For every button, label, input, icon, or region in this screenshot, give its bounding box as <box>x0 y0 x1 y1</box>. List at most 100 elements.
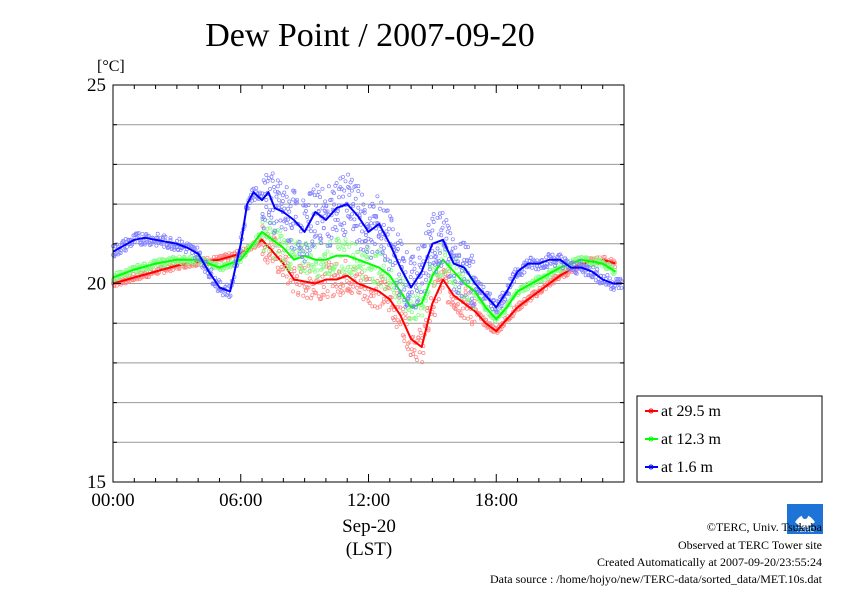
sample-point <box>420 313 425 318</box>
sample-point <box>371 204 376 209</box>
sample-point <box>613 265 618 270</box>
sample-point <box>312 229 317 234</box>
sample-point <box>187 264 192 269</box>
sample-point <box>440 210 445 215</box>
sample-point <box>398 289 403 294</box>
sample-point <box>397 293 402 298</box>
sample-point <box>303 242 308 247</box>
sample-point <box>292 188 297 193</box>
sample-point <box>160 236 165 241</box>
sample-point <box>275 228 280 233</box>
sample-point <box>440 285 445 290</box>
sample-point <box>312 193 317 198</box>
sample-point <box>393 314 398 319</box>
sample-point <box>142 261 147 266</box>
sample-point <box>554 260 559 265</box>
sample-point <box>297 240 302 244</box>
sample-point <box>381 208 386 213</box>
sample-point <box>430 216 435 221</box>
x-date-label: Sep-20 <box>342 516 396 537</box>
sample-point <box>278 218 283 223</box>
sample-point <box>415 358 419 362</box>
sample-point <box>420 281 425 286</box>
sample-point <box>615 278 620 283</box>
sample-point <box>323 254 328 258</box>
sample-point <box>351 203 356 208</box>
sample-point <box>274 219 279 224</box>
sample-point <box>302 284 307 289</box>
legend: at 29.5 m at 12.3 m at 1.6 m <box>636 395 823 483</box>
sample-point <box>461 272 465 277</box>
sample-point <box>500 290 505 295</box>
sample-point <box>371 280 376 284</box>
sample-point <box>408 275 413 279</box>
sample-point <box>427 267 432 272</box>
sample-point <box>402 299 407 304</box>
sample-point <box>381 222 386 227</box>
sample-point <box>440 259 445 264</box>
sample-point <box>309 229 313 234</box>
sample-point <box>380 276 385 281</box>
sample-point <box>459 281 464 286</box>
sample-point <box>291 197 296 202</box>
sample-point <box>370 304 375 309</box>
sample-point <box>407 290 412 295</box>
sample-point <box>389 216 394 221</box>
sample-point <box>363 230 368 235</box>
sample-point <box>418 331 423 335</box>
sample-point <box>320 260 325 265</box>
sample-point <box>254 186 259 191</box>
sample-point <box>417 350 422 355</box>
sample-point <box>524 258 529 263</box>
sample-point <box>422 289 427 294</box>
legend-label: at 12.3 m <box>661 431 722 448</box>
sample-point <box>404 250 409 255</box>
footer-observed: Observed at TERC Tower site <box>678 538 822 552</box>
sample-point <box>273 189 278 194</box>
sample-point <box>316 189 321 194</box>
sample-point <box>188 254 193 259</box>
sample-point <box>337 239 342 244</box>
sample-point <box>441 220 446 225</box>
sample-point <box>264 255 269 260</box>
sample-point <box>416 292 421 297</box>
sample-point <box>481 315 486 320</box>
sample-point <box>365 250 370 254</box>
sample-point <box>195 245 200 250</box>
sample-point <box>295 282 299 287</box>
sample-point <box>444 236 449 241</box>
sample-point <box>445 260 450 265</box>
sample-point <box>341 290 345 295</box>
sample-point <box>363 232 368 237</box>
footer-copyright: ©TERC, Univ. Tsukuba <box>707 520 823 534</box>
sample-point <box>180 261 184 266</box>
sample-point <box>146 233 151 238</box>
sample-point <box>178 246 183 250</box>
sample-point <box>341 283 345 288</box>
sample-point <box>398 238 403 243</box>
sample-point <box>463 286 468 291</box>
sample-point <box>352 217 357 222</box>
sample-point <box>272 185 276 189</box>
sample-point <box>319 236 324 241</box>
sample-point <box>495 309 500 314</box>
sample-point <box>131 272 136 277</box>
sample-point <box>168 235 173 240</box>
sample-point <box>470 253 474 258</box>
sample-point <box>292 190 297 195</box>
sample-point <box>288 278 293 283</box>
sample-point <box>459 294 464 299</box>
sample-point <box>392 285 397 290</box>
sample-point <box>447 299 451 304</box>
sample-point <box>123 248 128 253</box>
sample-point <box>357 272 362 277</box>
sample-point <box>169 245 174 250</box>
sample-point <box>319 241 324 246</box>
x-ticks: 00:00 06:00 12:00 18:00 <box>91 85 625 511</box>
sample-point <box>318 233 322 238</box>
sample-point <box>356 205 361 210</box>
sample-point <box>343 179 348 184</box>
sample-point <box>192 256 197 261</box>
sample-point <box>177 236 182 241</box>
sample-point <box>379 284 384 289</box>
